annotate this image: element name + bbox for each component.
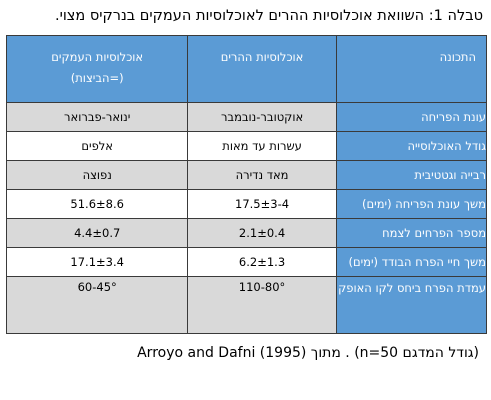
- row-feature: גודל האוכלוסייה: [335, 131, 488, 161]
- row-valley-value: נפוצה: [5, 160, 189, 190]
- row-mountain-value: מאד נדירה: [187, 160, 337, 190]
- row-feature: מספר הפרחים לצמח: [335, 218, 488, 248]
- row-mountain-value: 110-80°: [187, 276, 337, 334]
- row-valley-value: אלפים: [5, 131, 189, 161]
- row-valley-value: 4.4±0.7: [5, 218, 189, 248]
- row-feature: משך עונת הפריחה (ימים): [335, 189, 488, 219]
- table-row: עונת הפריחה אוקטובר-נובמבר ינואר-פברואר: [5, 102, 488, 132]
- row-mountain-value: אוקטובר-נובמבר: [187, 102, 337, 132]
- table-row: משך חיי הפרח הבודד (ימים) 6.2±1.3 17.1±3…: [5, 247, 488, 277]
- row-valley-value: 51.6±8.6: [5, 189, 189, 219]
- header-valley-populations: אוכלוסיות העמקים (=הביצות): [5, 35, 189, 103]
- source-note: (גודל המדגם n=50) . מתוך Arroyo and Dafn…: [137, 345, 479, 361]
- header-mountain-populations: אוכלוסיות ההרים: [187, 35, 337, 103]
- row-mountain-value: 2.1±0.4: [187, 218, 337, 248]
- header-valley-line2: (=הביצות): [70, 71, 124, 85]
- row-mountain-value: 6.2±1.3: [187, 247, 337, 277]
- row-mountain-value: עשרות עד מאות: [187, 131, 337, 161]
- row-mountain-value: 17.5±3-4: [187, 189, 337, 219]
- table-caption: טבלה 1: השוואת אוכלוסיות ההרים לאוכלוסיו…: [55, 8, 483, 24]
- row-valley-value: 60-45°: [5, 276, 189, 334]
- table-row: עמדת הפרח ביחס לקו האופק 110-80° 60-45°: [5, 276, 488, 334]
- row-feature: עמדת הפרח ביחס לקו האופק: [335, 276, 488, 334]
- table-row: משך עונת הפריחה (ימים) 17.5±3-4 51.6±8.6: [5, 189, 488, 219]
- row-feature: עונת הפריחה: [335, 102, 488, 132]
- table-row: גודל האוכלוסייה עשרות עד מאות אלפים: [5, 131, 488, 161]
- row-feature: רבייה וגטטיבית: [335, 160, 488, 190]
- header-feature: התכונה: [335, 35, 488, 103]
- table-header-row: התכונה אוכלוסיות ההרים אוכלוסיות העמקים …: [5, 35, 488, 103]
- row-valley-value: 17.1±3.4: [5, 247, 189, 277]
- table-row: רבייה וגטטיבית מאד נדירה נפוצה: [5, 160, 488, 190]
- row-valley-value: ינואר-פברואר: [5, 102, 189, 132]
- table-row: מספר הפרחים לצמח 2.1±0.4 4.4±0.7: [5, 218, 488, 248]
- row-feature: משך חיי הפרח הבודד (ימים): [335, 247, 488, 277]
- header-valley-line1: אוכלוסיות העמקים: [51, 50, 144, 64]
- comparison-table: התכונה אוכלוסיות ההרים אוכלוסיות העמקים …: [5, 35, 488, 334]
